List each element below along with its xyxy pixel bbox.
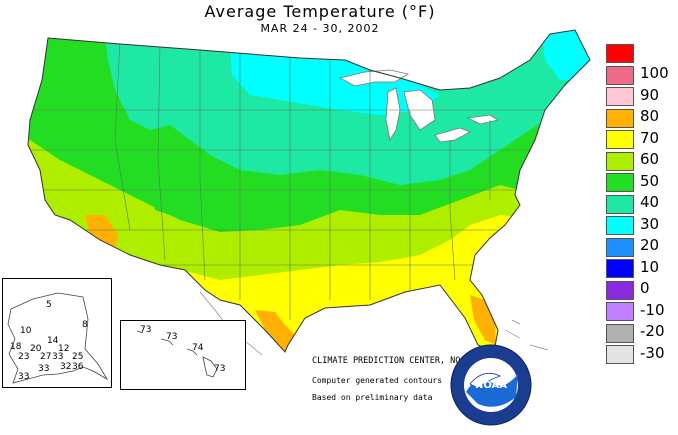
alaska-value: 33 — [52, 352, 64, 362]
alaska-value: 14 — [47, 336, 59, 346]
hawaii-shape — [136, 330, 218, 378]
legend-swatch — [606, 108, 634, 128]
alaska-value: 5 — [46, 300, 52, 310]
alaska-value: 36 — [72, 362, 84, 372]
legend-swatch — [606, 216, 634, 235]
great-lakes — [338, 69, 500, 143]
legend-label: 70 — [640, 128, 660, 147]
state-lines — [30, 39, 560, 320]
alaska-value: 8 — [82, 320, 88, 330]
alaska-value: 27 — [40, 352, 52, 362]
legend-swatch — [606, 259, 634, 278]
legend-swatch — [606, 323, 634, 343]
legend-label: 60 — [640, 150, 660, 168]
alaska-value: 12 — [58, 344, 70, 354]
credit-line-1: CLIMATE PREDICTION CENTER, NOAA — [312, 356, 471, 366]
alaska-value: 10 — [20, 326, 32, 336]
legend-label: 80 — [640, 107, 660, 125]
noaa-logo: NOAA — [450, 344, 532, 426]
band-70-florida — [470, 295, 496, 345]
alaska-value: 33 — [38, 364, 50, 374]
legend-label: -30 — [640, 343, 665, 362]
alaska-value: 32 — [60, 362, 72, 372]
legend-label: 40 — [640, 193, 660, 211]
legend-label: 30 — [640, 214, 660, 233]
band-20-northeast — [540, 30, 590, 80]
legend-swatch — [606, 44, 634, 63]
legend-swatch — [606, 280, 634, 300]
alaska-value: 23 — [18, 352, 30, 362]
legend-swatch — [606, 130, 634, 149]
hawaii-value: 73 — [214, 364, 226, 374]
alaska-value: 18 — [10, 342, 22, 352]
legend-swatch — [606, 65, 634, 85]
legend-label: 90 — [640, 85, 660, 104]
alaska-inset — [2, 278, 112, 388]
alaska-value: 25 — [72, 352, 84, 362]
hawaii-value: 74 — [192, 343, 204, 353]
legend-label: 0 — [640, 279, 650, 297]
hawaii-value: 73 — [166, 332, 178, 342]
legend-swatch — [606, 173, 634, 192]
hawaii-inset — [120, 320, 246, 390]
map-title: Average Temperature (°F) — [204, 2, 436, 21]
band-70-texas — [255, 310, 295, 352]
credit-line-3: Based on preliminary data — [312, 393, 433, 402]
band-70-california — [85, 215, 118, 252]
credit-line-2: Computer generated contours — [312, 376, 443, 385]
legend-swatch — [606, 87, 634, 106]
alaska-value: 33 — [18, 372, 30, 382]
legend-swatch — [606, 302, 634, 321]
alaska-value: 20 — [30, 344, 42, 354]
legend-label: 100 — [640, 64, 669, 82]
conus-outline — [27, 29, 591, 353]
legend-swatch — [606, 237, 634, 257]
band-40-rockies — [150, 175, 180, 215]
legend-label: 50 — [640, 171, 660, 190]
legend-label: -20 — [640, 322, 665, 340]
legend-label: 10 — [640, 257, 660, 276]
legend-label: -10 — [640, 300, 665, 319]
hawaii-value: 73 — [140, 325, 152, 335]
legend-swatch — [606, 345, 634, 364]
bahamas-islands — [504, 319, 549, 351]
noaa-logo-text: NOAA — [475, 380, 507, 391]
date-range: MAR 24 - 30, 2002 — [260, 22, 380, 35]
alaska-shape — [7, 292, 109, 384]
legend-swatch — [606, 194, 634, 214]
legend-swatch — [606, 151, 634, 171]
legend-label: 20 — [640, 236, 660, 254]
